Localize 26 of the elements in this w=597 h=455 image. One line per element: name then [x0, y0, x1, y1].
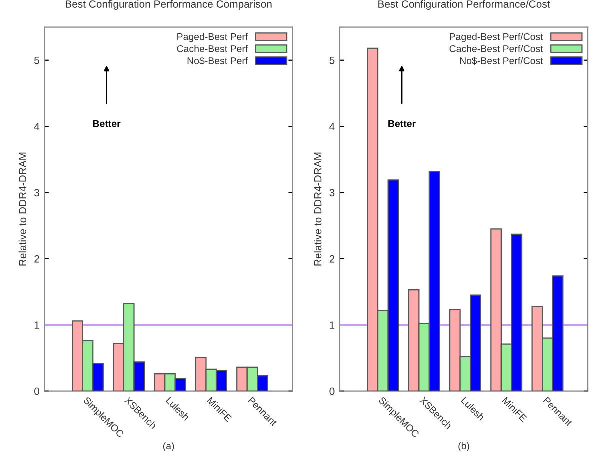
- annotation: Better: [93, 120, 121, 128]
- x-axis-title: (b): [458, 442, 470, 452]
- annotation: Better: [388, 120, 416, 128]
- y-tick-label: 1: [330, 322, 335, 329]
- y-tick-label: 5: [34, 57, 40, 64]
- chart-title: Best Configuration Performance Comparison: [66, 0, 272, 10]
- y-tick-label: 2: [34, 255, 40, 263]
- y-tick-label: 4: [330, 123, 335, 130]
- legend-label: Cache-Best Perf: [177, 45, 248, 52]
- y-tick-label: 1: [34, 322, 40, 329]
- legend-label: Cache-Best Perf/Cost: [450, 45, 544, 52]
- legend-label: Paged-Best Perf: [178, 33, 248, 42]
- legend-label: Paged-Best Perf/Cost: [450, 33, 544, 42]
- legend-label: No$-Best Perf/Cost: [460, 57, 544, 65]
- y-tick-label: 2: [330, 255, 335, 263]
- x-axis-title: (a): [163, 442, 174, 452]
- y-axis-title: Relative to DDR4-DRAM: [314, 152, 322, 266]
- y-axis-title: Relative to DDR4-DRAM: [18, 152, 27, 266]
- y-tick-label: 5: [330, 57, 335, 64]
- legend-label: No$-Best Perf: [188, 57, 248, 65]
- y-tick-label: 0: [330, 388, 335, 396]
- y-tick-label: 0: [34, 388, 40, 396]
- y-tick-label: 3: [34, 189, 40, 197]
- y-tick-label: 3: [330, 189, 335, 197]
- y-tick-label: 4: [34, 123, 40, 130]
- chart-title: Best Configuration Performance/Cost: [378, 0, 550, 10]
